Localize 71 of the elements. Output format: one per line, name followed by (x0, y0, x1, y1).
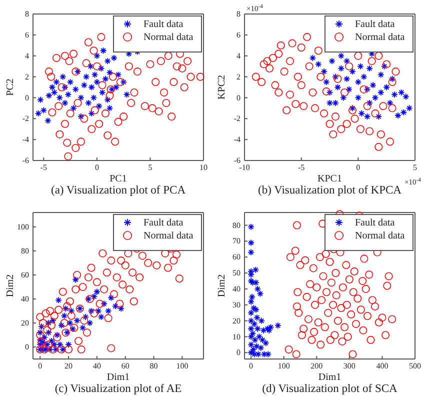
y-tick-label: 8 (25, 10, 29, 19)
y-axis-title: Dim2 (216, 274, 228, 298)
text: (d) Visualization plot of SCA (262, 383, 398, 395)
x-tick-label: 400 (376, 362, 388, 371)
y-tick-label: 80 (232, 220, 240, 230)
y-tick-label: -2 (234, 114, 240, 124)
x-tick-label: 40 (92, 362, 101, 371)
x-tick-label: 0 (356, 163, 360, 172)
x-tick-label: 10 (200, 163, 208, 172)
x-tick-label: 300 (343, 362, 356, 371)
x-tick-label: 100 (278, 362, 290, 371)
legend-label: Normal data (355, 230, 406, 242)
text: (c) Visualization plot of AE (54, 383, 182, 395)
y-tick-label: 40 (21, 294, 29, 304)
x-tick-label: -5 (40, 163, 47, 172)
text: (a) Visualization plot of PCA (50, 184, 186, 196)
y-tick-label: 60 (232, 252, 240, 262)
legend-label: Fault data (144, 218, 184, 228)
y-tick-label: 0 (25, 342, 29, 352)
y-tick-label: 2 (236, 72, 240, 82)
y-tick-label: -4 (22, 135, 29, 144)
y-tick-label: 6 (25, 30, 29, 40)
x-tick-label: 0 (38, 362, 42, 371)
x-tick-label: 60 (121, 362, 130, 371)
legend-label: Fault data (355, 19, 396, 30)
x-tick-label: 80 (150, 362, 158, 371)
x-axis-title: Dim1 (318, 372, 342, 383)
y-axis-title: PC2 (5, 78, 16, 96)
y-axis-title: Dim2 (5, 274, 16, 298)
y-tick-label: 40 (232, 284, 240, 294)
y-tick-label: -2 (22, 114, 29, 124)
y-tick-label: -6 (234, 156, 240, 166)
y-tick-label: -6 (22, 156, 29, 166)
y-tick-label: 0 (236, 348, 240, 358)
y-tick-label: -4 (234, 135, 240, 144)
x-tick-label: 0 (94, 163, 99, 172)
y-tick-label: 100 (17, 222, 29, 232)
x-tick-label: 100 (176, 362, 188, 371)
y-tick-label: 60 (21, 270, 29, 280)
x-tick-label: 5 (413, 163, 417, 172)
y-tick-label: 8 (236, 10, 240, 19)
y-tick-label: 2 (25, 72, 29, 82)
x-tick-label: 200 (310, 362, 323, 371)
legend-label: Normal data (355, 32, 406, 43)
y-axis-title: KPC2 (216, 75, 228, 100)
y-tick-label: 0 (236, 93, 240, 102)
legend-label: Fault data (355, 218, 396, 228)
y-tick-label: 4 (25, 51, 29, 60)
y-tick-label: 0 (25, 93, 29, 102)
x-tick-label: -10 (239, 163, 250, 172)
legend-label: Normal data (144, 32, 194, 43)
x-axis-title: PC1 (110, 174, 127, 184)
y-tick-label: 80 (21, 246, 29, 256)
y-tick-label: 10 (232, 332, 240, 342)
y-tick-label: 30 (232, 300, 240, 310)
x-axis-title: KPC1 (318, 174, 342, 184)
y-tick-label: 20 (21, 318, 29, 328)
x-tick-label: 20 (64, 362, 73, 371)
legend-label: Normal data (144, 230, 194, 242)
x-tick-label: 0 (249, 362, 254, 371)
y-tick-label: 20 (232, 316, 240, 326)
y-tick-label: 4 (236, 51, 240, 60)
y-tick-label: 50 (232, 268, 240, 278)
y-tick-label: 6 (236, 30, 240, 40)
text: (b) Visualization plot of KPCA (258, 184, 402, 196)
x-axis-title: Dim1 (106, 372, 130, 383)
x-tick-label: 500 (409, 362, 421, 371)
legend-label: Fault data (144, 19, 184, 30)
y-tick-label: 70 (232, 236, 240, 246)
x-tick-label: 5 (148, 163, 152, 172)
x-tick-label: -5 (298, 163, 305, 172)
